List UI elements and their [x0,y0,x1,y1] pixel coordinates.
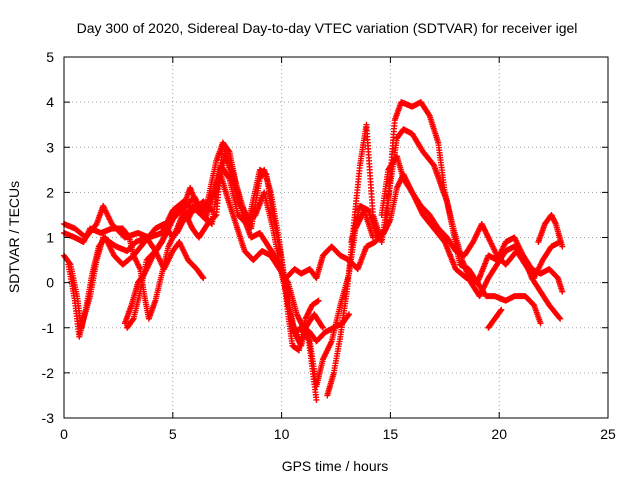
x-axis-label: GPS time / hours [282,458,389,474]
series-track-m [535,211,566,250]
y-tick-label: 5 [46,49,54,65]
data-point [557,315,564,322]
data-point [319,323,326,330]
x-tick-label: 5 [169,426,177,442]
y-axis-ticks: -3 -2 -1 0 1 2 3 4 5 [42,49,608,426]
data-point [212,212,219,219]
x-tick-label: 25 [600,426,616,442]
x-tick-label: 15 [383,426,399,442]
y-tick-label: -3 [42,410,55,426]
series-track-k [378,153,564,282]
chart-title: Day 300 of 2020, Sidereal Day-to-day VTE… [77,20,578,36]
data-point [556,314,563,321]
y-axis-label: SDTVAR / TECUs [6,181,22,293]
data-point [559,243,566,250]
series-track-j [348,99,566,300]
data-point [203,199,210,206]
data-point [313,396,320,403]
data-point [497,307,504,314]
y-tick-label: 4 [46,94,54,110]
y-tick-label: -2 [42,365,55,381]
data-point [382,226,389,233]
x-tick-label: 20 [491,426,507,442]
data-point [537,320,544,327]
data-point [498,306,505,313]
data-point [319,324,326,331]
data-point [346,311,353,318]
y-tick-label: 1 [46,230,54,246]
data-point [425,111,432,118]
series-track-l [485,306,505,331]
data-point [225,147,232,154]
y-tick-label: -1 [42,320,55,336]
data-point [306,337,313,344]
data-point [125,233,132,240]
data-point [129,316,136,323]
y-tick-label: 0 [46,275,54,291]
data-point [200,275,207,282]
y-tick-label: 2 [46,184,54,200]
x-tick-label: 10 [274,426,290,442]
x-tick-label: 0 [60,426,68,442]
data-point [315,297,322,304]
data-point [559,288,566,295]
data-series [61,99,566,403]
x-axis-ticks: 0 5 10 15 20 25 [60,57,616,442]
data-point [199,274,206,281]
y-tick-label: 3 [46,139,54,155]
